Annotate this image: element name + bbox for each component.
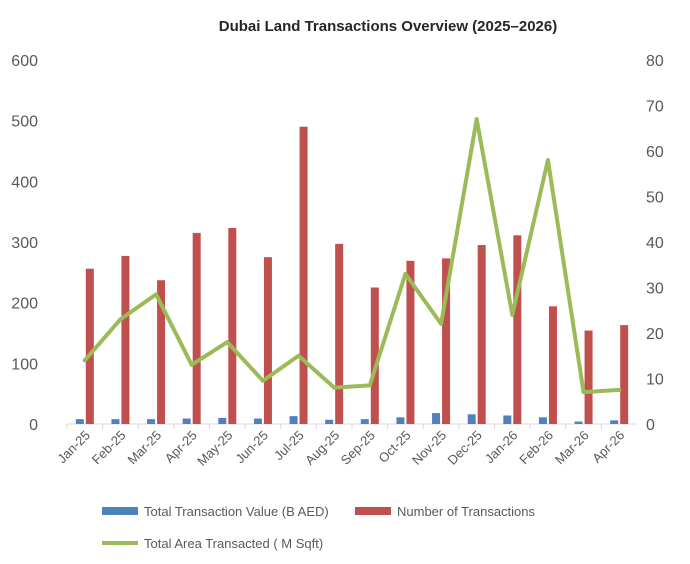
bar-transaction-value bbox=[432, 413, 441, 424]
bar-number-of-transactions bbox=[85, 268, 94, 424]
left-axis: 0 100 200 300 400 500 600 bbox=[11, 53, 38, 434]
bar-number-of-transactions bbox=[335, 243, 344, 424]
x-tick-label: Apr-26 bbox=[589, 428, 627, 466]
x-tick-label: Jan-25 bbox=[54, 428, 93, 467]
bar-number-of-transactions bbox=[548, 306, 557, 424]
bar-transaction-value bbox=[182, 418, 191, 424]
bars bbox=[75, 126, 629, 424]
point-total-area bbox=[403, 271, 408, 276]
x-tick-label: Sep-25 bbox=[338, 428, 378, 468]
point-total-area bbox=[510, 312, 515, 317]
legend: Total Transaction Value (B AED) Number o… bbox=[102, 504, 536, 551]
bar-transaction-value bbox=[467, 414, 476, 424]
point-total-area bbox=[189, 362, 194, 367]
left-tick-label: 600 bbox=[11, 53, 38, 70]
left-tick-label: 0 bbox=[29, 417, 38, 434]
left-tick-label: 500 bbox=[11, 114, 38, 131]
bar-transaction-value bbox=[325, 419, 334, 424]
x-tick-label: Jun-25 bbox=[232, 428, 271, 467]
legend-swatch-number-of-transactions bbox=[355, 507, 391, 515]
point-total-area bbox=[545, 158, 550, 163]
point-total-area bbox=[367, 383, 372, 388]
bar-transaction-value bbox=[360, 419, 369, 424]
bar-transaction-value bbox=[253, 418, 262, 424]
right-tick-label: 60 bbox=[646, 144, 664, 161]
x-tick-label: May-25 bbox=[194, 428, 235, 469]
point-total-area bbox=[296, 353, 301, 358]
bar-transaction-value bbox=[218, 417, 227, 424]
bar-number-of-transactions bbox=[192, 232, 201, 424]
bar-number-of-transactions bbox=[513, 235, 522, 424]
right-tick-label: 40 bbox=[646, 235, 664, 252]
bar-number-of-transactions bbox=[263, 257, 272, 424]
bar-number-of-transactions bbox=[121, 255, 130, 424]
bar-number-of-transactions bbox=[228, 228, 237, 424]
bar-transaction-value bbox=[289, 416, 298, 424]
x-tick-label: Dec-25 bbox=[445, 428, 485, 468]
right-tick-label: 20 bbox=[646, 326, 664, 343]
bar-number-of-transactions bbox=[477, 245, 486, 424]
x-tick-label: Nov-25 bbox=[409, 428, 449, 468]
point-total-area bbox=[260, 378, 265, 383]
right-tick-label: 50 bbox=[646, 190, 664, 207]
bar-number-of-transactions bbox=[299, 126, 308, 424]
bar-number-of-transactions bbox=[620, 325, 629, 424]
bar-transaction-value bbox=[111, 419, 120, 424]
legend-swatch-transaction-value bbox=[102, 507, 138, 515]
point-total-area bbox=[82, 358, 87, 363]
bar-number-of-transactions bbox=[157, 280, 166, 424]
chart-title: Dubai Land Transactions Overview (2025–2… bbox=[219, 18, 557, 35]
left-tick-label: 100 bbox=[11, 356, 38, 373]
right-axis: 0 10 20 30 40 50 60 70 80 bbox=[646, 53, 664, 434]
point-total-area bbox=[332, 385, 337, 390]
left-tick-label: 300 bbox=[11, 235, 38, 252]
bar-number-of-transactions bbox=[442, 258, 451, 424]
right-tick-label: 0 bbox=[646, 417, 655, 434]
right-tick-label: 10 bbox=[646, 372, 664, 389]
x-tick-label: Aug-25 bbox=[302, 428, 342, 468]
bar-transaction-value bbox=[574, 421, 583, 424]
area-line-series bbox=[82, 117, 622, 395]
x-tick-label: Mar-26 bbox=[552, 428, 592, 468]
right-tick-label: 80 bbox=[646, 53, 664, 70]
bar-number-of-transactions bbox=[370, 287, 379, 424]
x-tick-label: Apr-25 bbox=[162, 428, 200, 466]
bar-transaction-value bbox=[147, 419, 156, 424]
line-total-area bbox=[82, 117, 622, 395]
left-tick-label: 400 bbox=[11, 174, 38, 191]
point-total-area bbox=[118, 317, 123, 322]
bar-number-of-transactions bbox=[584, 330, 593, 424]
legend-label-number-of-transactions: Number of Transactions bbox=[397, 504, 536, 519]
bar-transaction-value bbox=[503, 415, 512, 424]
left-tick-label: 200 bbox=[11, 296, 38, 313]
point-total-area bbox=[581, 390, 586, 395]
point-total-area bbox=[439, 321, 444, 326]
bar-number-of-transactions bbox=[406, 260, 415, 424]
legend-label-transaction-value: Total Transaction Value (B AED) bbox=[144, 504, 329, 519]
x-tick-label: Oct-25 bbox=[375, 428, 413, 466]
x-tick-label: Feb-25 bbox=[89, 428, 129, 468]
x-tick-label: Feb-26 bbox=[516, 428, 556, 468]
point-total-area bbox=[474, 117, 479, 122]
point-total-area bbox=[154, 292, 159, 297]
x-tick-label: Mar-25 bbox=[124, 428, 164, 468]
bar-transaction-value bbox=[538, 417, 547, 424]
bar-transaction-value bbox=[610, 420, 619, 424]
right-tick-label: 70 bbox=[646, 99, 664, 116]
bar-transaction-value bbox=[75, 419, 84, 424]
x-tick-label: Jan-26 bbox=[482, 428, 521, 467]
point-total-area bbox=[617, 387, 622, 392]
bar-transaction-value bbox=[396, 417, 405, 424]
legend-label-total-area: Total Area Transacted ( M Sqft) bbox=[144, 536, 323, 551]
right-tick-label: 30 bbox=[646, 281, 664, 298]
point-total-area bbox=[225, 340, 230, 345]
